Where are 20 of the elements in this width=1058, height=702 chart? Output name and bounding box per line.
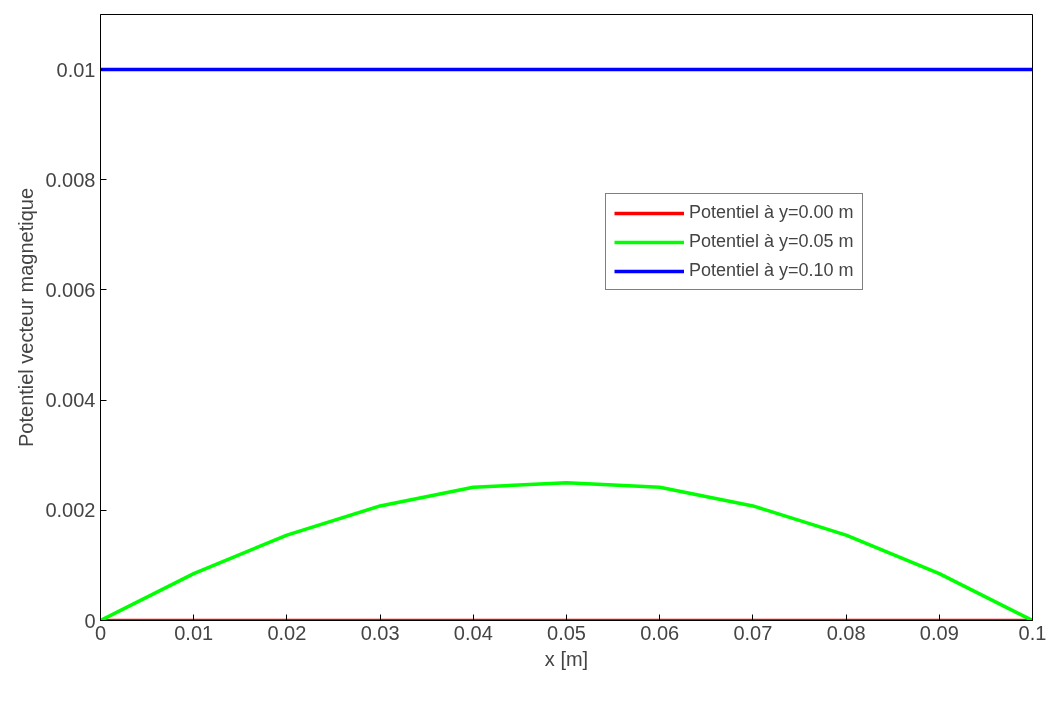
legend-label: Potentiel à y=0.00 m [689,202,854,223]
y-tick-label: 0.006 [45,278,96,301]
x-tick-label: 0.05 [547,621,586,644]
x-axis-title: x [m] [544,647,589,670]
legend-label: Potentiel à y=0.10 m [689,260,854,281]
y-axis-title: Potentiel vecteur magnetique [15,187,38,448]
x-tick-label: 0.01 [174,621,214,644]
x-tick-label: 0.06 [640,621,680,644]
y-tick-label: 0.01 [56,58,96,81]
x-tick-label: 0.02 [267,621,307,644]
x-tick-label: 0.08 [826,621,866,644]
x-tick-label: 0.04 [453,621,493,644]
y-tick-label: 0.008 [45,168,96,191]
y-tick-label: 0.004 [45,389,96,412]
x-tick-label: 0.07 [733,621,773,644]
legend-label: Potentiel à y=0.05 m [689,231,854,252]
x-tick-label: 0.1 [1018,621,1047,644]
y-tick-label: 0.002 [45,499,96,522]
x-tick-label: 0.03 [360,621,400,644]
x-tick-label: 0.09 [919,621,959,644]
